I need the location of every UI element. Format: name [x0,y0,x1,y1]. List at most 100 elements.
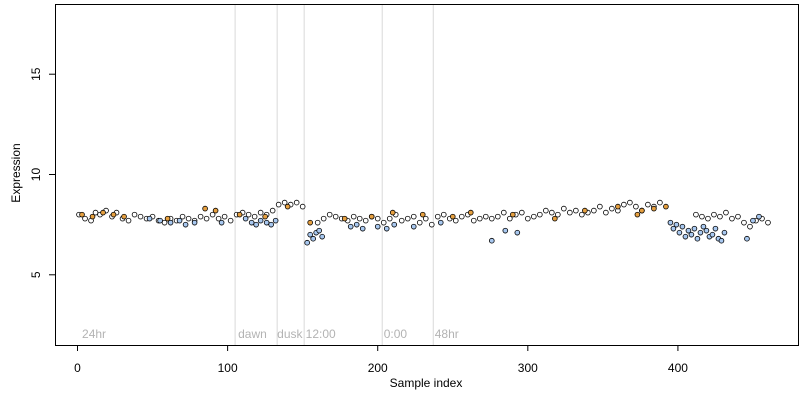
point-orange-24 [651,205,657,212]
point-blue-4 [182,221,189,228]
point-orange-21 [615,203,621,210]
point-blue-25 [391,221,398,228]
point-blue-32 [670,225,677,232]
point-orange-18 [510,211,516,218]
point-dark-100 [711,211,717,218]
point-dark-37 [293,199,300,206]
y-tick-label-1: 10 [29,168,43,182]
point-orange-19 [552,215,558,222]
point-blue-1 [157,217,163,224]
point-dark-47 [362,217,369,224]
point-dark-46 [356,215,363,222]
point-blue-49 [721,229,728,236]
annotation-4: 0:00 [384,327,408,341]
point-dark-49 [374,215,381,222]
point-orange-4 [121,213,127,220]
point-orange-12 [341,215,348,222]
point-dark-25 [221,213,228,220]
point-orange-13 [368,213,375,220]
point-dark-98 [699,213,705,220]
data-points [76,199,771,246]
point-dark-60 [440,211,447,218]
point-orange-8 [236,211,243,218]
point-dark-88 [609,205,615,212]
point-dark-23 [209,211,216,218]
x-tick-label-1: 100 [218,361,238,375]
point-dark-109 [765,219,771,226]
point-orange-11 [307,219,313,226]
x-tick-label-0: 0 [74,361,81,375]
point-blue-52 [756,213,762,220]
point-blue-41 [697,229,704,236]
point-orange-3 [110,211,117,218]
point-blue-27 [437,219,444,226]
y-tick-label-2: 15 [29,67,43,81]
point-dark-67 [482,213,489,220]
x-tick-label-3: 300 [518,361,538,375]
point-dark-76 [537,211,543,218]
point-dark-3 [92,209,99,216]
point-dark-85 [591,207,597,214]
point-dark-66 [476,215,483,222]
point-dark-71 [507,215,513,222]
point-orange-16 [449,213,456,220]
point-dark-56 [416,219,423,226]
point-orange-2 [100,209,106,216]
point-dark-29 [245,211,252,218]
point-blue-38 [688,231,695,238]
point-blue-18 [316,227,322,234]
annotation-3: 12:00 [306,327,336,341]
point-dark-59 [434,213,441,220]
point-dark-54 [404,215,411,222]
point-blue-22 [359,225,366,232]
point-blue-20 [347,223,354,230]
point-blue-9 [253,221,259,228]
point-dark-68 [488,215,495,222]
point-orange-20 [582,207,588,214]
point-dark-102 [723,209,729,216]
point-dark-62 [452,217,459,224]
point-dark-81 [567,209,573,216]
point-dark-91 [627,199,633,206]
point-dark-97 [693,211,699,218]
point-blue-10 [257,217,264,224]
point-dark-51 [386,215,393,222]
point-dark-83 [579,211,585,218]
point-dark-45 [350,213,357,220]
point-dark-65 [470,217,477,224]
point-dark-35 [281,199,288,206]
point-dark-38 [299,203,306,210]
point-blue-42 [700,223,707,230]
point-orange-25 [663,203,669,210]
point-blue-12 [268,221,274,228]
point-blue-16 [310,235,316,242]
point-dark-40 [320,215,327,222]
point-blue-0 [146,215,153,222]
point-orange-23 [639,207,645,214]
point-dark-19 [185,215,192,222]
point-blue-45 [709,231,716,238]
point-dark-94 [645,201,651,208]
point-dark-73 [519,209,525,216]
point-dark-77 [543,207,549,214]
point-dark-41 [326,211,333,218]
point-dark-9 [125,217,132,224]
point-dark-33 [269,207,276,214]
point-dark-87 [603,209,609,216]
point-dark-58 [428,221,435,228]
point-dark-69 [494,213,501,220]
point-blue-29 [502,227,509,234]
point-blue-39 [691,225,698,232]
point-blue-36 [682,233,689,240]
point-blue-15 [307,231,313,238]
annotation-2: dusk [277,327,303,341]
point-blue-40 [694,235,701,242]
point-dark-53 [398,217,405,224]
point-dark-63 [458,213,465,220]
point-orange-17 [467,209,474,216]
point-blue-35 [679,223,686,230]
point-blue-26 [410,223,417,230]
point-dark-82 [573,207,579,214]
point-blue-14 [304,239,310,246]
